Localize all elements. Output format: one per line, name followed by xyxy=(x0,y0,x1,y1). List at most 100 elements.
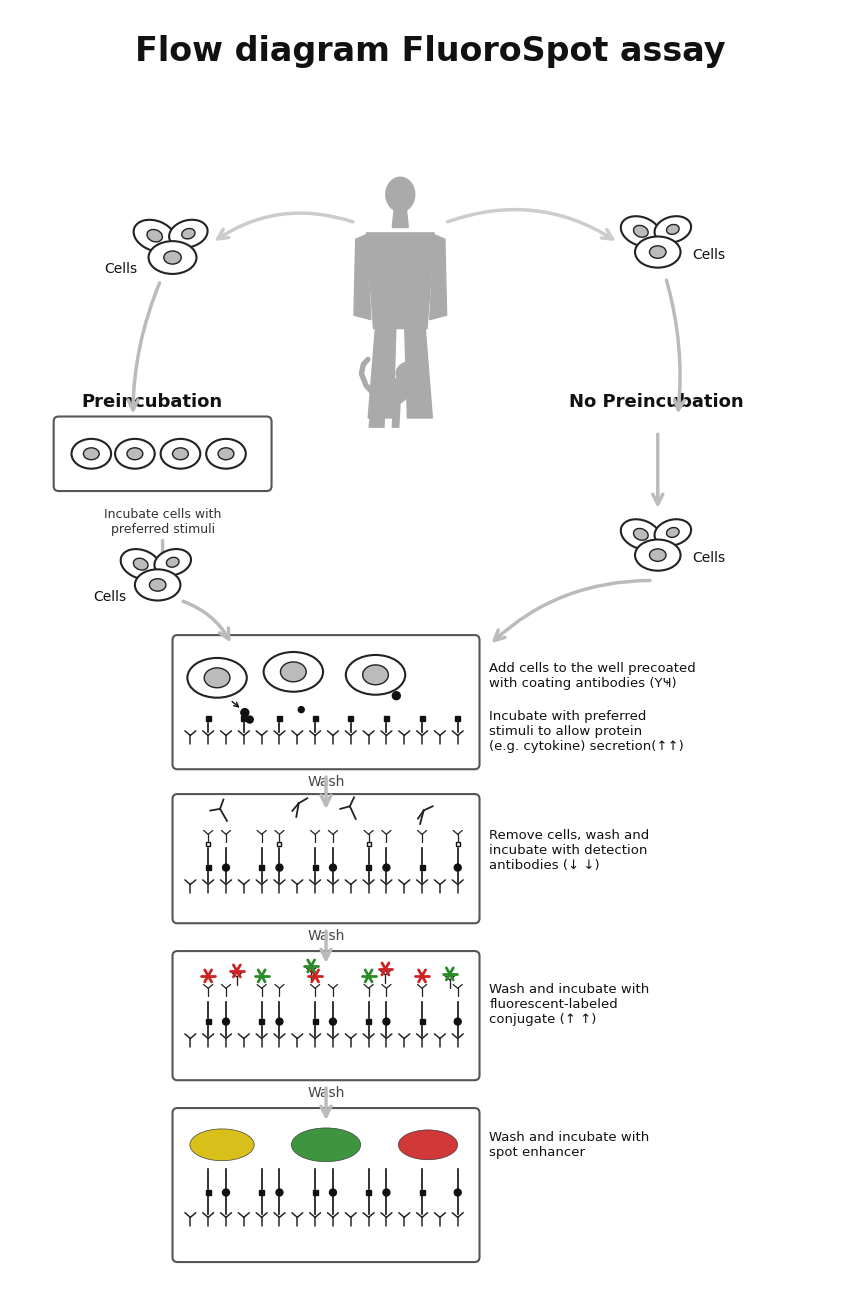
Text: Incubate with preferred
stimuli to allow protein
(e.g. cytokine) secretion(↑↑): Incubate with preferred stimuli to allow… xyxy=(489,710,685,753)
Ellipse shape xyxy=(149,240,196,274)
Ellipse shape xyxy=(71,439,111,469)
Bar xyxy=(206,716,211,722)
Bar xyxy=(242,716,246,722)
Text: Wash and incubate with
spot enhancer: Wash and incubate with spot enhancer xyxy=(489,1131,649,1158)
Ellipse shape xyxy=(246,716,253,723)
Ellipse shape xyxy=(241,708,249,716)
Ellipse shape xyxy=(329,1190,336,1196)
Ellipse shape xyxy=(120,549,161,580)
Ellipse shape xyxy=(396,363,421,385)
Ellipse shape xyxy=(169,220,207,247)
Ellipse shape xyxy=(223,1018,230,1026)
Bar xyxy=(348,716,353,722)
Text: Incubate cells with
preferred stimuli: Incubate cells with preferred stimuli xyxy=(104,508,221,536)
Bar xyxy=(206,1190,211,1195)
Ellipse shape xyxy=(276,1018,283,1026)
Ellipse shape xyxy=(398,1130,458,1160)
Text: Add cells to the well precoated
with coating antibodies (YҸ): Add cells to the well precoated with coa… xyxy=(489,662,696,690)
Ellipse shape xyxy=(187,658,247,698)
Bar xyxy=(259,1190,264,1195)
Ellipse shape xyxy=(161,439,200,469)
Bar xyxy=(456,842,460,846)
Text: Preincubation: Preincubation xyxy=(82,393,223,411)
Ellipse shape xyxy=(206,439,246,469)
Polygon shape xyxy=(369,395,378,428)
Ellipse shape xyxy=(666,528,679,537)
Ellipse shape xyxy=(155,549,191,576)
Ellipse shape xyxy=(115,439,155,469)
Bar xyxy=(366,842,371,846)
Ellipse shape xyxy=(621,519,660,550)
Bar xyxy=(206,842,210,846)
Bar xyxy=(313,864,317,870)
Ellipse shape xyxy=(372,378,408,406)
Ellipse shape xyxy=(634,225,648,237)
Bar xyxy=(313,716,317,722)
Ellipse shape xyxy=(621,216,660,247)
Ellipse shape xyxy=(147,229,163,242)
Bar xyxy=(206,1019,211,1024)
Ellipse shape xyxy=(454,864,461,871)
Ellipse shape xyxy=(392,692,400,699)
Ellipse shape xyxy=(150,578,166,592)
Ellipse shape xyxy=(634,528,648,541)
Bar xyxy=(455,716,460,722)
Bar xyxy=(313,1019,317,1024)
Bar xyxy=(384,716,389,722)
Text: Cells: Cells xyxy=(94,590,126,605)
Bar xyxy=(206,864,211,870)
Bar xyxy=(366,864,371,870)
Ellipse shape xyxy=(454,1190,461,1196)
Bar xyxy=(366,1019,371,1024)
Ellipse shape xyxy=(649,246,666,259)
Ellipse shape xyxy=(635,540,680,571)
Ellipse shape xyxy=(654,216,691,243)
Text: Wash: Wash xyxy=(307,930,345,944)
Ellipse shape xyxy=(127,447,143,460)
Ellipse shape xyxy=(264,653,323,692)
Ellipse shape xyxy=(181,229,195,239)
Ellipse shape xyxy=(383,864,390,871)
Bar xyxy=(366,842,371,846)
Polygon shape xyxy=(392,403,400,428)
Ellipse shape xyxy=(133,558,148,571)
Bar xyxy=(420,864,425,870)
Ellipse shape xyxy=(635,237,680,268)
Polygon shape xyxy=(392,211,408,227)
Bar xyxy=(259,1019,264,1024)
Ellipse shape xyxy=(413,373,425,382)
Ellipse shape xyxy=(385,177,415,212)
FancyBboxPatch shape xyxy=(173,1108,480,1262)
Polygon shape xyxy=(376,402,385,428)
Ellipse shape xyxy=(163,251,181,264)
Bar xyxy=(259,864,264,870)
Text: No Preincubation: No Preincubation xyxy=(568,393,743,411)
Ellipse shape xyxy=(276,1190,283,1196)
FancyBboxPatch shape xyxy=(53,416,272,491)
Ellipse shape xyxy=(383,1190,390,1196)
Text: Wash: Wash xyxy=(307,775,345,789)
Bar xyxy=(278,842,281,846)
Polygon shape xyxy=(354,235,371,320)
Ellipse shape xyxy=(204,668,230,688)
Ellipse shape xyxy=(292,1128,360,1162)
Bar xyxy=(278,842,281,846)
Ellipse shape xyxy=(329,864,336,871)
FancyBboxPatch shape xyxy=(173,636,480,770)
Polygon shape xyxy=(405,329,433,419)
Polygon shape xyxy=(430,235,446,320)
Text: Cells: Cells xyxy=(104,263,138,277)
Bar xyxy=(313,1190,317,1195)
Ellipse shape xyxy=(666,225,679,234)
Bar xyxy=(366,1190,371,1195)
Polygon shape xyxy=(366,233,434,329)
Ellipse shape xyxy=(223,1190,230,1196)
Text: Flow diagram FluoroSpot assay: Flow diagram FluoroSpot assay xyxy=(135,35,725,69)
Ellipse shape xyxy=(298,707,304,712)
Bar xyxy=(456,842,460,846)
Text: Cells: Cells xyxy=(692,247,726,261)
Ellipse shape xyxy=(383,1018,390,1026)
Ellipse shape xyxy=(223,864,230,871)
Ellipse shape xyxy=(649,549,666,562)
Bar xyxy=(206,842,210,846)
